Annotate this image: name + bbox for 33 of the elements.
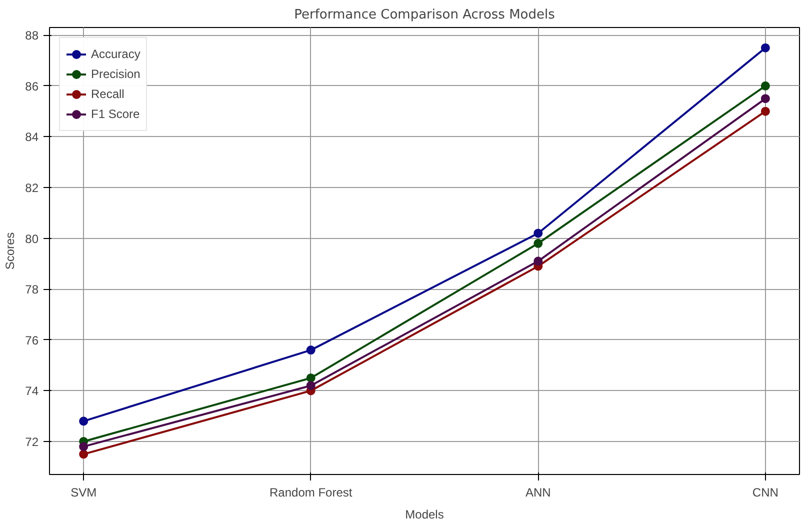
legend-label: Accuracy (91, 47, 140, 61)
y-tick-label: 72 (25, 434, 39, 449)
point (760, 81, 770, 90)
point (306, 381, 316, 390)
y-tick-label: 82 (25, 181, 39, 196)
point (534, 228, 543, 238)
y-tick-label: 84 (25, 130, 39, 144)
y-tick-label: 78 (25, 282, 39, 297)
legend-label: Recall (91, 87, 124, 101)
point (534, 256, 543, 266)
x-tick-label: Random Forest (270, 486, 353, 500)
y-tick-label: 76 (25, 333, 39, 348)
x-tick-label: ANN (525, 486, 551, 500)
chart-title: Performance Comparison Across Models (294, 8, 556, 22)
y-axis-title: Scores (3, 232, 18, 270)
point (79, 442, 88, 452)
point (534, 238, 543, 248)
legend-label: F1 Score (91, 107, 140, 121)
y-tick-label: 88 (25, 28, 39, 43)
x-tick-label: SVM (70, 486, 97, 500)
y-tick-label: 80 (25, 232, 39, 246)
x-tick-label: CNN (752, 486, 778, 500)
point (760, 43, 770, 52)
x-axis-title: Models (405, 508, 444, 522)
y-tick-label: 86 (25, 79, 39, 94)
point (79, 416, 88, 426)
point (306, 373, 316, 382)
point (79, 450, 88, 459)
point (306, 346, 316, 355)
legend-label: Precision (91, 67, 140, 81)
point (760, 94, 770, 104)
y-tick-label: 74 (25, 384, 39, 398)
point (760, 106, 770, 116)
